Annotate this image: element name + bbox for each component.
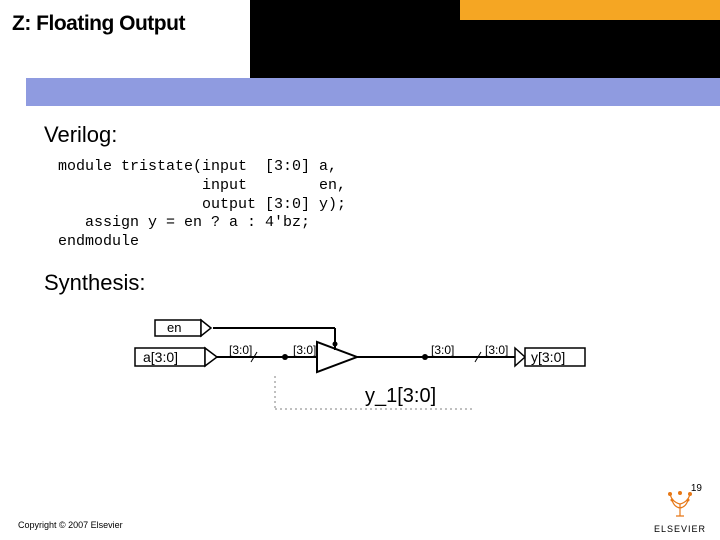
elsevier-tree-icon <box>662 488 698 518</box>
bus-label: [3:0] <box>431 343 454 357</box>
synthesis-section-label: Synthesis: <box>44 270 676 296</box>
copyright-text: Copyright © 2007 Elsevier <box>18 520 123 530</box>
orange-accent-bar <box>460 0 720 20</box>
lavender-fill <box>26 78 720 106</box>
slide-title: Z: Floating Output <box>12 12 250 36</box>
code-line: endmodule <box>58 233 139 250</box>
code-line: output [3:0] y); <box>58 196 346 213</box>
synthesis-diagram: en a[3:0] [3:0] [3:0] [3:0] [3:0] <box>125 314 595 434</box>
code-line: input en, <box>58 177 346 194</box>
node-dot <box>282 354 288 360</box>
y-label: y[3:0] <box>531 349 565 365</box>
bus-label: [3:0] <box>293 343 316 357</box>
a-port: a[3:0] <box>135 348 217 366</box>
publisher-name: ELSEVIER <box>654 524 706 534</box>
tristate-buffer-icon <box>317 342 357 372</box>
verilog-section-label: Verilog: <box>44 122 676 148</box>
slide-content: Verilog: module tristate(input [3:0] a, … <box>0 106 720 434</box>
bus-label: [3:0] <box>229 343 252 357</box>
code-line: assign y = en ? a : 4'bz; <box>58 214 310 231</box>
block-label: y_1[3:0] <box>365 385 436 407</box>
en-label: en <box>167 320 181 335</box>
node-dot <box>422 354 428 360</box>
publisher-logo: ELSEVIER <box>654 488 706 534</box>
code-line: module tristate(input [3:0] a, <box>58 158 337 175</box>
y-port: y[3:0] <box>515 348 585 366</box>
verilog-code: module tristate(input [3:0] a, input en,… <box>58 158 676 252</box>
title-bar: Z: Floating Output <box>0 0 720 78</box>
title-left: Z: Floating Output <box>0 0 250 78</box>
lavender-bar <box>0 78 720 106</box>
bus-label: [3:0] <box>485 343 508 357</box>
slide-header: Z: Floating Output <box>0 0 720 106</box>
lavender-gap <box>0 78 26 106</box>
a-label: a[3:0] <box>143 349 178 365</box>
en-port: en <box>155 320 211 336</box>
